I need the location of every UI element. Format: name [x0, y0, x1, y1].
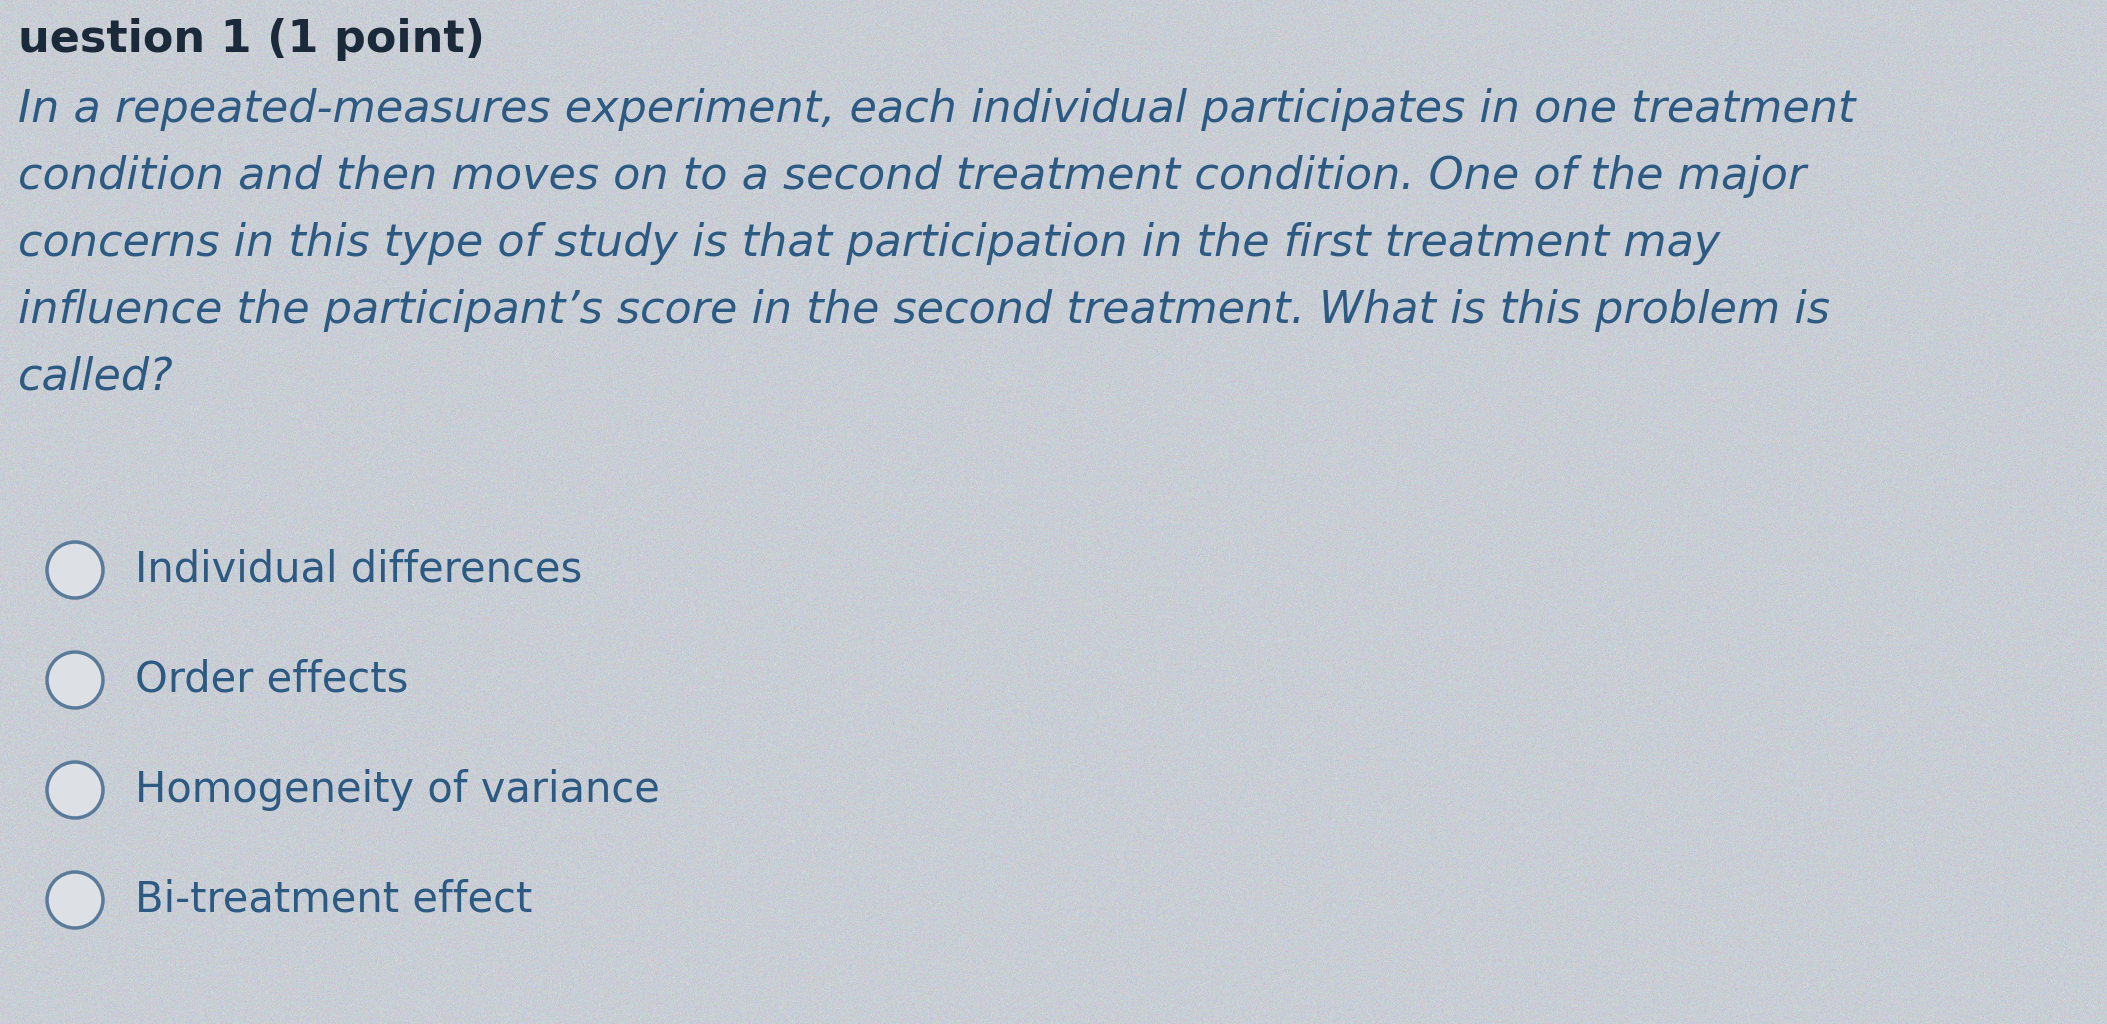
Text: called?: called? — [19, 356, 173, 399]
Text: concerns in this type of study is that participation in the first treatment may: concerns in this type of study is that p… — [19, 222, 1719, 265]
Text: influence the participant’s score in the second treatment. What is this problem : influence the participant’s score in the… — [19, 289, 1829, 332]
Text: condition and then moves on to a second treatment condition. One of the major: condition and then moves on to a second … — [19, 155, 1806, 198]
Circle shape — [46, 872, 103, 928]
Circle shape — [46, 762, 103, 818]
Circle shape — [46, 652, 103, 708]
Text: Individual differences: Individual differences — [135, 549, 582, 591]
Text: Bi-treatment effect: Bi-treatment effect — [135, 879, 533, 921]
Text: Homogeneity of variance: Homogeneity of variance — [135, 769, 659, 811]
Text: In a repeated-measures experiment, each individual participates in one treatment: In a repeated-measures experiment, each … — [19, 88, 1856, 131]
Text: Order effects: Order effects — [135, 659, 409, 701]
Text: uestion 1 (1 point): uestion 1 (1 point) — [19, 18, 485, 61]
Circle shape — [46, 542, 103, 598]
